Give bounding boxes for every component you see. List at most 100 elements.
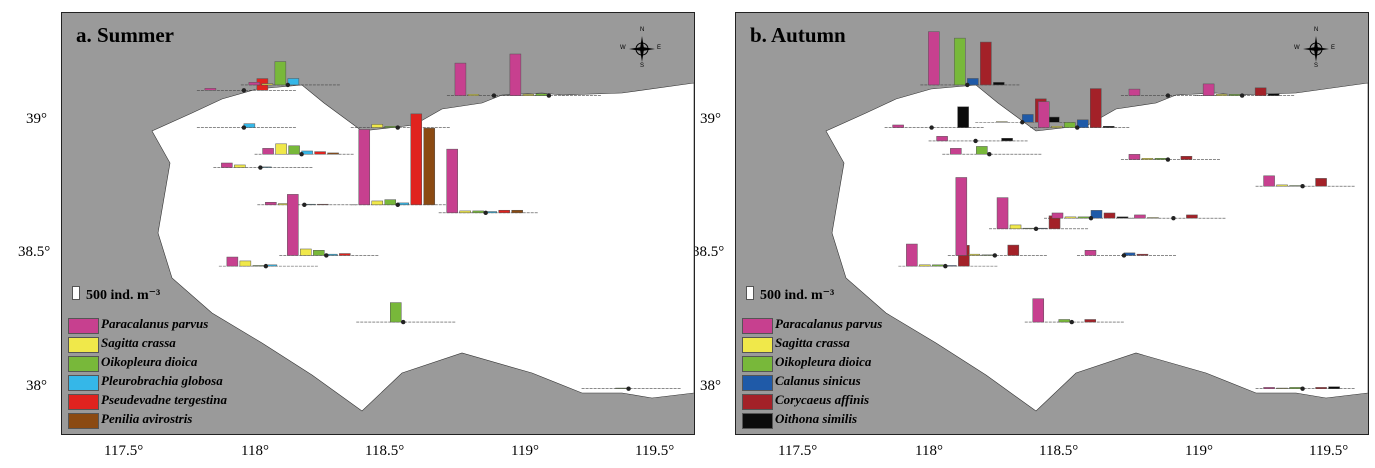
station-bar [1084,319,1097,323]
station-bar [275,143,287,155]
station-bar [327,152,339,155]
station-marker [395,202,400,208]
station-bar [1263,175,1275,187]
station-marker [1171,215,1176,221]
station-bar [314,151,326,155]
station-bar [1090,210,1103,219]
station-marker [1075,125,1080,130]
scale-label: 500 ind. m⁻³ [760,288,835,303]
lon-label-118-5: 118.5° [1039,443,1079,459]
lat-label-39: 39° [700,111,721,127]
legend-swatch [742,394,773,410]
station-bar [1128,88,1141,96]
legend-swatch [68,337,99,353]
legend-label: Sagitta crassa [101,335,176,350]
compass-w: W [620,45,626,51]
station-bar [1090,88,1102,128]
lon-label-118: 118° [915,443,943,459]
station-bar [1032,298,1045,323]
legend-label: Calanus sinicus [775,373,861,388]
station-marker [973,138,978,144]
station-bar [358,129,371,206]
station-bar [248,82,261,86]
station-bar [1263,387,1275,389]
legend-label: Paracalanus parvus [775,316,883,331]
station-bar [371,200,384,206]
station-bar [976,146,988,155]
legend-swatch [68,318,99,334]
station-bar [615,387,627,389]
station-bar [535,93,548,96]
station-marker [1165,157,1171,162]
station-bar [957,106,969,128]
station-marker [401,319,406,325]
station-bar [384,126,397,128]
station-bar [467,94,480,96]
station-bar [1289,185,1301,187]
map-panel-autumn: b. Autumn N S E W 500 ind. m⁻³ Paracalan… [735,12,1369,435]
legend-label: Oikopleura dioica [101,354,198,369]
station-bar [1147,217,1159,219]
station-bar [226,256,239,267]
station-bar [472,210,484,214]
scale-bar: 500 ind. m⁻³ [72,286,160,304]
lon-label-118-5: 118.5° [365,443,405,459]
station-marker [302,202,307,208]
station-bar [1048,116,1060,123]
station-bar [1276,387,1288,389]
station-bar [1058,319,1071,323]
station-bar [950,148,962,155]
scale-bar: 500 ind. m⁻³ [746,286,834,304]
station-marker [324,253,329,258]
compass-icon: N S E W [620,27,662,69]
lon-label-119: 119° [511,443,539,459]
compass-n: N [640,27,645,33]
sea-area [825,82,1368,412]
station-marker [1069,319,1074,325]
compass-e: E [1331,45,1336,51]
station-bar [1084,250,1097,256]
station-bar [287,194,299,256]
station-marker [285,82,291,88]
lon-label-117-5: 117.5° [778,443,818,459]
station-bar [1141,158,1154,160]
station-bar [1267,93,1280,96]
station-bar [423,127,436,206]
station-bar [1228,94,1241,96]
station-bar [1202,83,1215,96]
legend-swatch [68,394,99,410]
scale-label: 500 ind. m⁻³ [86,288,161,303]
legend-label: Sagitta crassa [775,335,850,350]
station-bar [968,253,981,256]
station-marker [1088,215,1094,221]
lat-label-38-5: 38.5° [692,244,725,260]
lon-label-118: 118° [241,443,269,459]
map-canvas-autumn [736,13,1368,434]
lat-label-38-5: 38.5° [18,244,51,260]
station-bar [288,145,300,155]
station-bar [981,254,994,256]
lon-label-117-5: 117.5° [104,443,144,459]
lon-label-119-5: 119.5° [635,443,675,459]
station-bar [522,94,535,96]
station-marker [241,88,247,93]
panel-title: a. Summer [76,23,174,47]
scale-bar-box [72,286,80,300]
station-marker [1165,93,1171,98]
station-bar [1051,126,1063,128]
legend-swatch [742,375,773,391]
station-bar [1215,94,1228,96]
station-bar [287,78,300,86]
station-marker [491,93,497,98]
station-bar [1064,216,1077,219]
sea-area [151,82,694,412]
station-bar [1103,126,1115,128]
station-bar [1328,386,1340,389]
station-bar [955,177,968,256]
station-bars-layer [196,53,682,391]
station-bar [300,248,312,256]
compass-e: E [657,45,662,51]
station-marker [943,263,948,269]
station-marker [929,125,934,130]
station-bar [1134,214,1146,219]
